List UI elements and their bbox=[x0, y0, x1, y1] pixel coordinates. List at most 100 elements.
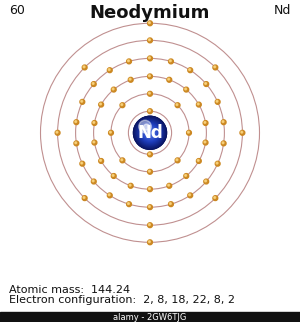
Circle shape bbox=[128, 203, 129, 204]
Circle shape bbox=[107, 193, 112, 198]
Circle shape bbox=[148, 21, 152, 26]
Circle shape bbox=[148, 169, 152, 174]
Circle shape bbox=[169, 202, 173, 207]
Circle shape bbox=[127, 59, 131, 64]
Circle shape bbox=[128, 184, 133, 188]
Circle shape bbox=[148, 57, 150, 59]
Circle shape bbox=[146, 129, 154, 136]
Circle shape bbox=[148, 187, 152, 192]
Circle shape bbox=[215, 99, 220, 104]
Circle shape bbox=[146, 128, 154, 137]
Circle shape bbox=[184, 87, 189, 92]
Circle shape bbox=[189, 69, 190, 71]
Circle shape bbox=[221, 141, 226, 146]
Circle shape bbox=[147, 129, 153, 136]
Circle shape bbox=[140, 123, 160, 143]
Circle shape bbox=[203, 140, 208, 145]
Circle shape bbox=[176, 159, 178, 161]
Text: Electron configuration:  2, 8, 18, 22, 8, 2: Electron configuration: 2, 8, 18, 22, 8,… bbox=[9, 295, 235, 305]
Circle shape bbox=[92, 179, 96, 184]
Circle shape bbox=[110, 131, 111, 133]
Circle shape bbox=[148, 131, 152, 135]
Circle shape bbox=[136, 118, 164, 147]
Circle shape bbox=[169, 60, 171, 62]
Circle shape bbox=[109, 130, 113, 135]
Circle shape bbox=[188, 193, 193, 198]
Circle shape bbox=[92, 82, 96, 87]
Bar bbox=[0, 312, 300, 322]
Circle shape bbox=[120, 158, 125, 163]
Circle shape bbox=[213, 196, 218, 201]
Circle shape bbox=[204, 141, 206, 143]
Circle shape bbox=[108, 69, 110, 71]
Circle shape bbox=[134, 116, 166, 149]
Circle shape bbox=[111, 174, 116, 178]
Circle shape bbox=[140, 122, 160, 143]
Circle shape bbox=[214, 66, 216, 68]
Circle shape bbox=[141, 124, 159, 142]
Circle shape bbox=[145, 128, 155, 138]
Circle shape bbox=[140, 123, 160, 143]
Circle shape bbox=[144, 127, 156, 138]
Circle shape bbox=[203, 121, 208, 125]
Circle shape bbox=[144, 124, 149, 130]
Circle shape bbox=[240, 130, 245, 135]
Circle shape bbox=[139, 122, 161, 144]
Circle shape bbox=[139, 120, 151, 133]
Circle shape bbox=[185, 175, 187, 176]
Circle shape bbox=[149, 132, 151, 134]
Circle shape bbox=[139, 122, 161, 144]
Circle shape bbox=[135, 118, 165, 147]
Circle shape bbox=[147, 130, 153, 136]
Circle shape bbox=[82, 65, 87, 70]
Circle shape bbox=[136, 119, 164, 147]
Text: alamy - 2GW6TJG: alamy - 2GW6TJG bbox=[113, 313, 187, 322]
Circle shape bbox=[148, 91, 152, 96]
Circle shape bbox=[135, 118, 165, 148]
Circle shape bbox=[142, 124, 158, 141]
Circle shape bbox=[204, 179, 208, 184]
Circle shape bbox=[138, 121, 162, 145]
Circle shape bbox=[99, 102, 103, 107]
Text: Nd: Nd bbox=[137, 124, 163, 142]
Circle shape bbox=[205, 82, 206, 84]
Circle shape bbox=[83, 197, 85, 198]
Circle shape bbox=[75, 142, 77, 144]
Circle shape bbox=[137, 119, 163, 146]
Circle shape bbox=[112, 175, 114, 176]
Text: Atomic mass:  144.24: Atomic mass: 144.24 bbox=[9, 285, 130, 295]
Circle shape bbox=[136, 119, 164, 146]
Circle shape bbox=[92, 82, 94, 84]
Circle shape bbox=[149, 132, 151, 133]
Circle shape bbox=[145, 128, 155, 137]
Circle shape bbox=[75, 121, 77, 122]
Circle shape bbox=[188, 131, 189, 133]
Text: Nd: Nd bbox=[274, 4, 291, 17]
Circle shape bbox=[222, 121, 224, 122]
Circle shape bbox=[196, 159, 201, 163]
Circle shape bbox=[148, 131, 152, 134]
Circle shape bbox=[197, 159, 199, 161]
Circle shape bbox=[143, 126, 157, 139]
Circle shape bbox=[81, 100, 82, 102]
Circle shape bbox=[144, 127, 156, 139]
Circle shape bbox=[221, 120, 226, 125]
Circle shape bbox=[99, 159, 103, 163]
Circle shape bbox=[148, 39, 150, 41]
Circle shape bbox=[188, 68, 193, 72]
Circle shape bbox=[142, 125, 158, 140]
Circle shape bbox=[222, 142, 224, 144]
Circle shape bbox=[128, 77, 133, 82]
Circle shape bbox=[148, 110, 150, 111]
Circle shape bbox=[143, 126, 157, 140]
Circle shape bbox=[148, 205, 152, 210]
Circle shape bbox=[145, 127, 155, 138]
Circle shape bbox=[241, 131, 243, 133]
Circle shape bbox=[204, 82, 208, 87]
Circle shape bbox=[140, 123, 160, 142]
Circle shape bbox=[148, 92, 150, 94]
Circle shape bbox=[148, 240, 152, 245]
Circle shape bbox=[142, 125, 158, 141]
Circle shape bbox=[129, 184, 131, 186]
Circle shape bbox=[55, 130, 60, 135]
